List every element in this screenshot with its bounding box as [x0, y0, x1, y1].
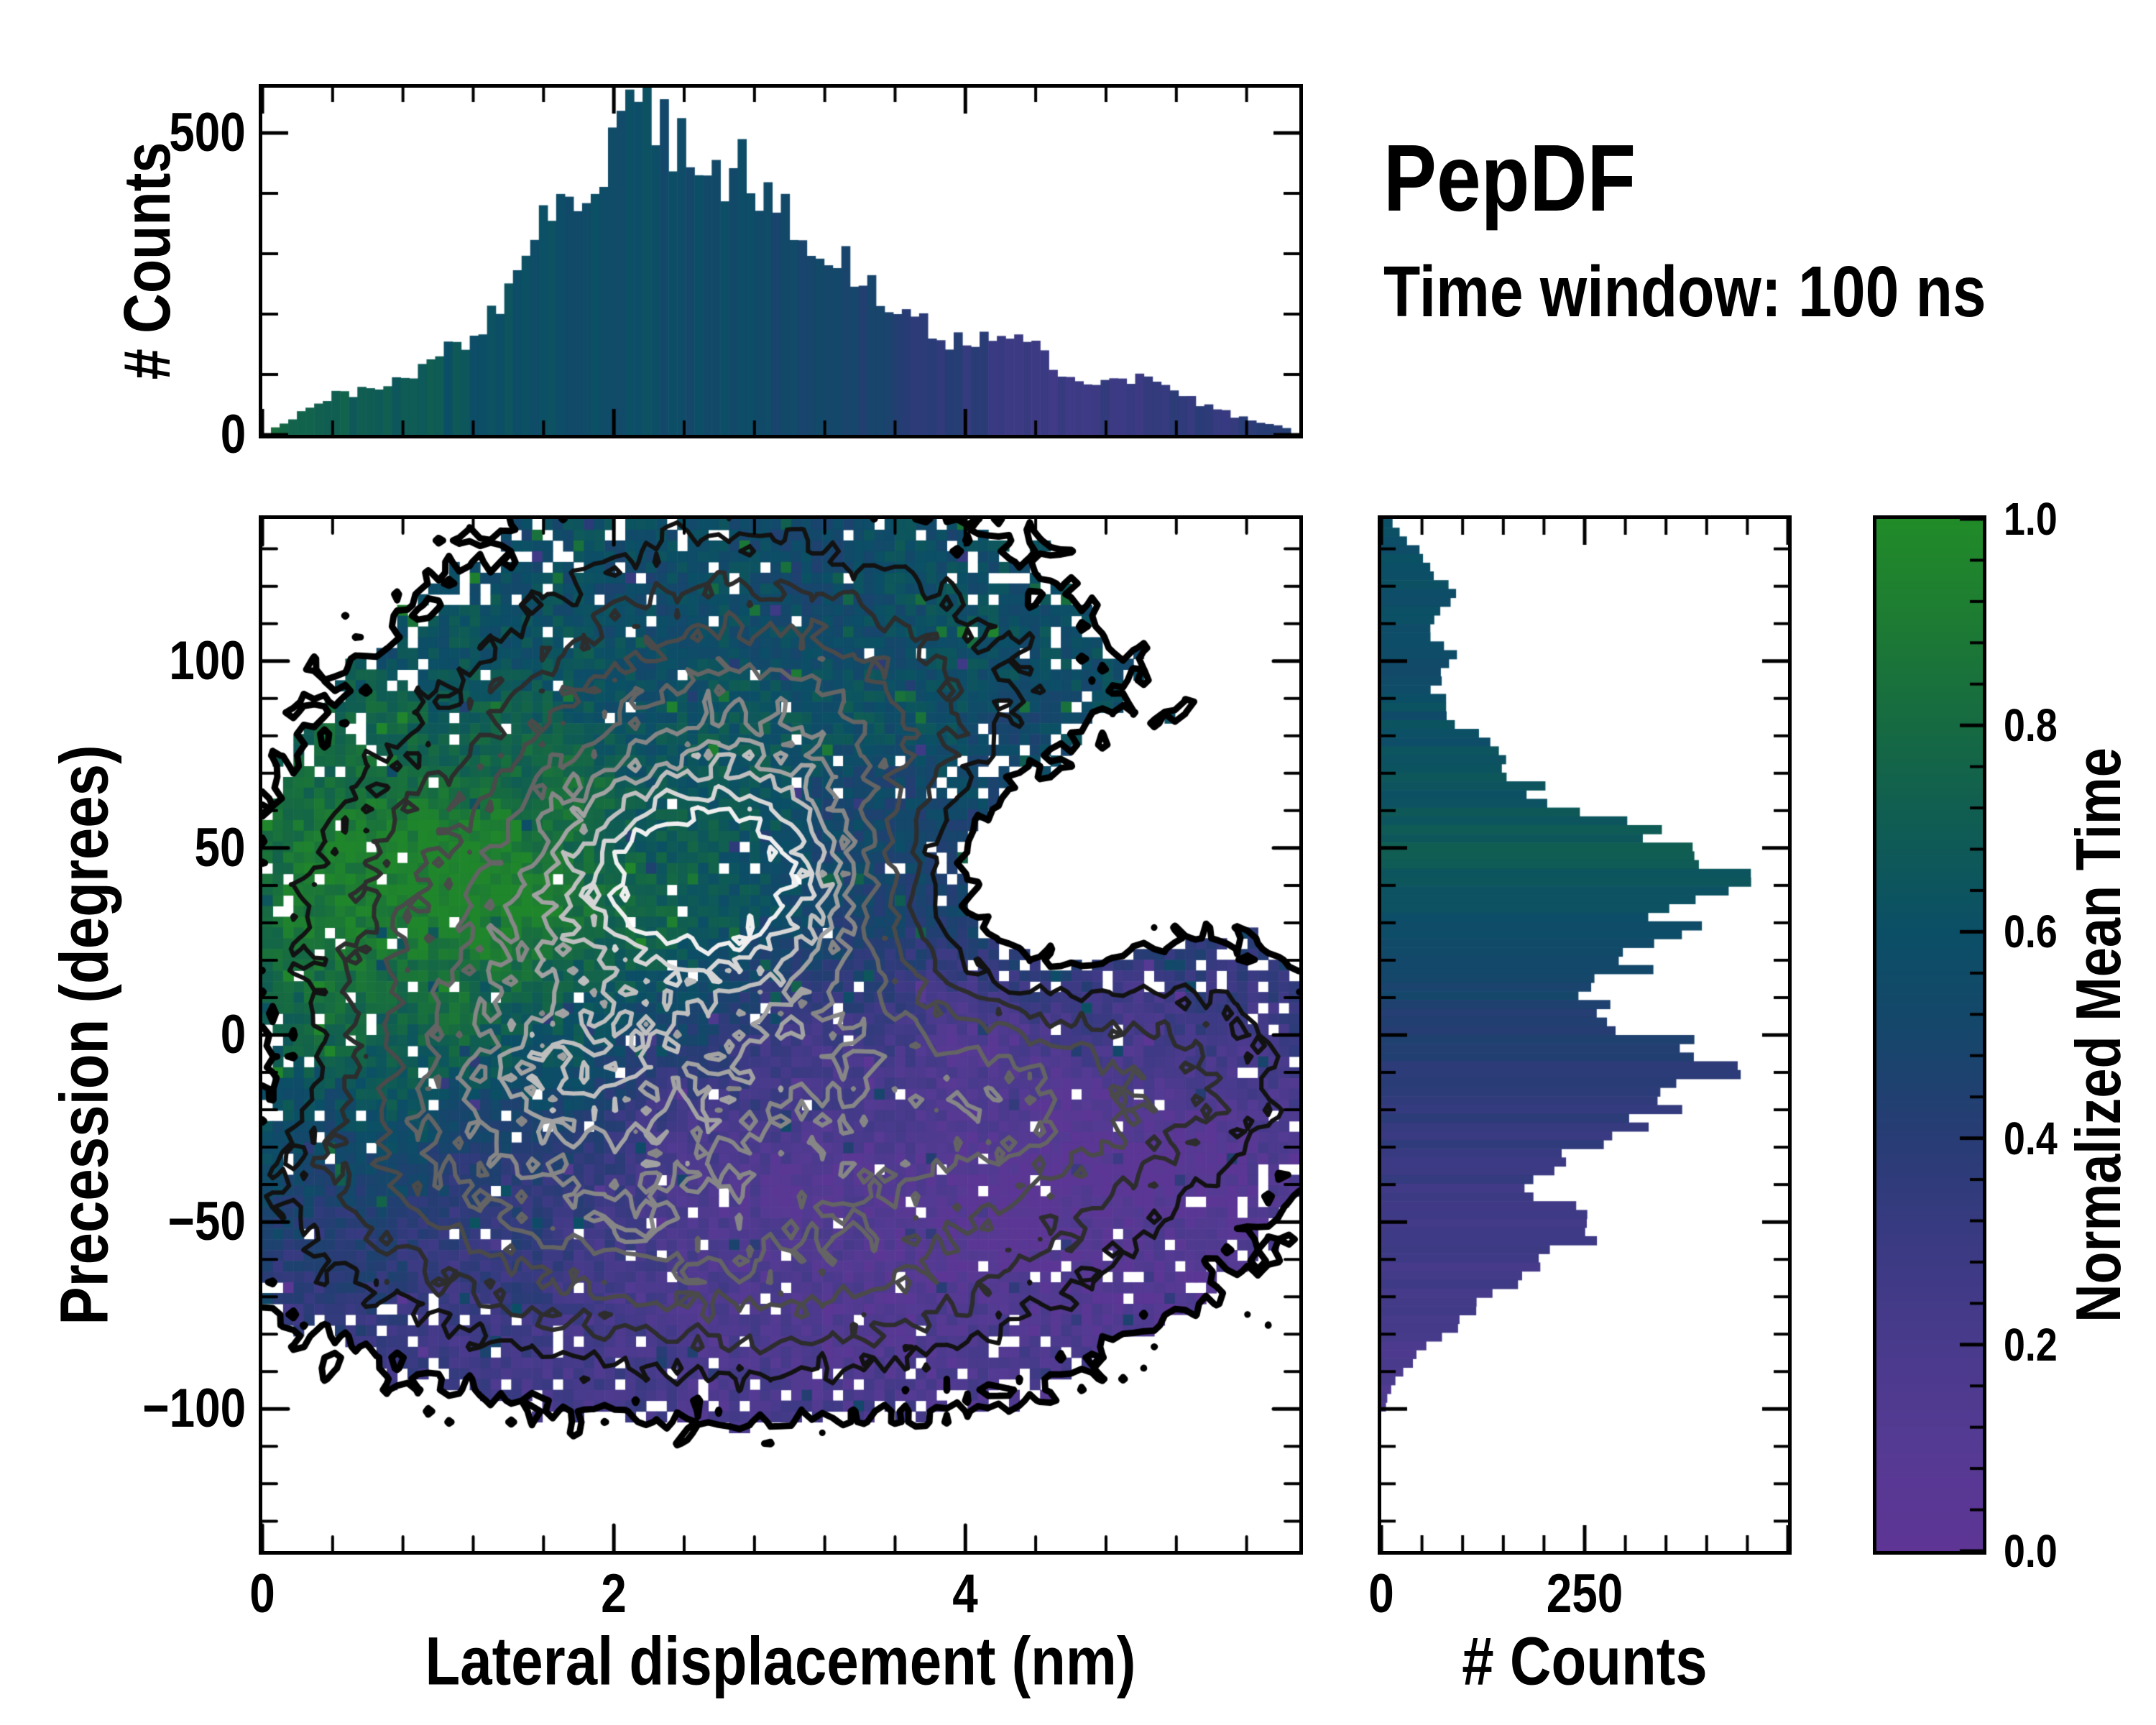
right-marginal-histogram-panel — [1378, 515, 1792, 1555]
main-y-tick-label: 0 — [220, 1004, 246, 1065]
figure-title: PepDF — [1383, 128, 1684, 229]
figure-title-text: PepDF — [1383, 125, 1636, 231]
main-x-tick-label: 2 — [601, 1563, 627, 1624]
main-x-tick-label: 0 — [249, 1563, 275, 1624]
main-y-tick-label: 100 — [169, 630, 246, 691]
main-x-tick-label: 4 — [952, 1563, 979, 1624]
heatmap-canvas — [262, 519, 1299, 1551]
main-y-tick-label: −50 — [167, 1191, 246, 1253]
colorbar-tick-label: 0.8 — [2004, 699, 2058, 752]
colorbar-panel — [1873, 515, 1986, 1555]
figure-subtitle: Time window: 100 ns — [1383, 253, 2101, 331]
colorbar-tick-label: 0.2 — [2004, 1318, 2058, 1371]
heatmap-panel — [259, 515, 1303, 1555]
colorbar-tick-label: 0.4 — [2004, 1112, 2058, 1164]
colorbar-tick-label: 1.0 — [2004, 493, 2058, 545]
top-histogram-canvas — [262, 88, 1299, 435]
main-y-tick-label: −100 — [142, 1378, 246, 1440]
right-hist-x-tick-label: 250 — [1546, 1563, 1623, 1624]
top-marginal-histogram-panel — [259, 84, 1303, 438]
top-hist-y-axis-title: # Counts — [111, 142, 184, 380]
main-y-tick-label: 50 — [194, 816, 246, 878]
colorbar-axis-title: Normalized Mean Time — [2063, 748, 2134, 1322]
colorbar-tick-label: 0.6 — [2004, 906, 2058, 958]
right-hist-x-axis-title: # Counts — [1462, 1623, 1708, 1700]
right-hist-x-tick-label: 0 — [1368, 1563, 1394, 1624]
top-hist-y-tick-label: 0 — [220, 404, 246, 465]
right-histogram-canvas — [1381, 519, 1788, 1551]
colorbar-tick-label: 0.0 — [2004, 1525, 2058, 1577]
colorbar-canvas — [1876, 519, 1983, 1551]
main-x-axis-title: Lateral displacement (nm) — [425, 1623, 1136, 1700]
figure-subtitle-text: Time window: 100 ns — [1383, 252, 1986, 332]
top-hist-y-tick-label: 500 — [169, 102, 246, 163]
